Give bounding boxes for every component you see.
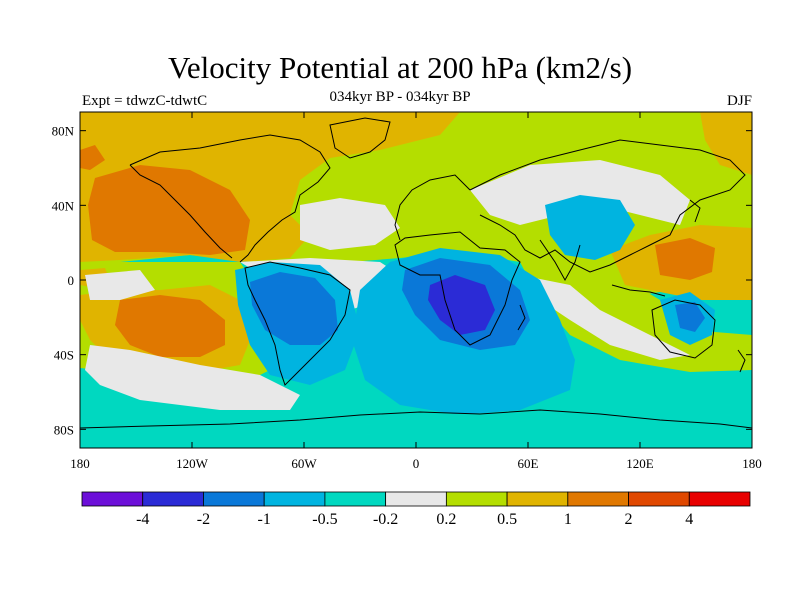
colorbar-label: -0.2 — [373, 511, 398, 528]
coast-india — [539, 239, 581, 282]
fill-orange-west-pacific — [655, 238, 715, 280]
y-tick-label: 40N — [52, 198, 75, 213]
colorbar-swatch — [688, 491, 751, 507]
coast-antarctica — [80, 409, 752, 429]
season-label: DJF — [726, 93, 752, 109]
colorbar-label: -1 — [258, 511, 271, 528]
coast-europe — [394, 174, 471, 241]
colorbar-label: 1 — [564, 511, 572, 528]
x-tick-label: 120W — [176, 456, 209, 471]
fill-lightblue-asia — [545, 195, 635, 260]
colorbar-swatch — [445, 491, 508, 507]
x-tick-label: 0 — [413, 456, 420, 471]
fill-grey-atlantic — [300, 198, 400, 250]
fill-blue-australia — [675, 302, 705, 332]
fill-green-indian — [520, 262, 752, 372]
fill-darkblue-africa — [428, 275, 495, 335]
colorbar-swatch — [263, 491, 326, 507]
coast-new-zealand — [737, 349, 746, 373]
y-tick-label: 80N — [52, 124, 75, 139]
fill-grey-asia — [470, 160, 690, 225]
colorbar-swatch — [567, 491, 629, 507]
colorbar-swatch — [203, 491, 265, 507]
colorbar-label: -4 — [136, 511, 149, 528]
colorbar-swatch — [81, 491, 144, 507]
experiment-label: Expt = tdwzC-tdwtC — [82, 93, 208, 109]
fill-orange-north-pacific — [88, 165, 250, 255]
fill-orange-arctic — [80, 145, 105, 170]
x-tick-label: 60E — [518, 456, 539, 471]
colorbar-label: -2 — [197, 511, 210, 528]
coastlines — [80, 117, 752, 429]
coast-greenland — [329, 117, 391, 159]
fill-blue-south-america — [250, 272, 338, 345]
colorbar-swatch — [324, 491, 387, 507]
coast-madagascar — [517, 304, 526, 331]
coast-south-america — [244, 261, 351, 386]
colorbar: -4 -2 -1 -0.5 -0.2 0.2 0.5 1 2 4 — [81, 491, 751, 528]
fill-teal-antarctic — [80, 412, 752, 448]
colorbar-label: 0.2 — [436, 511, 456, 528]
x-tick-label: 60W — [291, 456, 317, 471]
x-tick-label: 120E — [626, 456, 654, 471]
fill-grey-indian — [520, 275, 690, 360]
colorbar-swatch — [142, 491, 204, 507]
x-tick-label: 180 — [70, 456, 90, 471]
colorbar-label: 0.5 — [497, 511, 517, 528]
contour-fill — [80, 112, 752, 448]
x-tick-label: 180 — [742, 456, 762, 471]
axis-ticks: 180 120W 60W 0 60E 120E 180 80N 40N 0 40S 80S — [52, 112, 762, 471]
colorbar-label: 2 — [625, 511, 633, 528]
fill-yellow-ne — [700, 112, 752, 175]
period-label: 034kyr BP - 034kyr BP — [329, 89, 471, 105]
coast-north-america — [129, 134, 331, 263]
coast-asia — [469, 139, 746, 273]
chart-title: Velocity Potential at 200 hPa (km2/s) — [167, 50, 633, 85]
y-tick-label: 80S — [54, 422, 74, 437]
colorbar-label: 4 — [685, 511, 693, 528]
fill-orange-south-pacific — [115, 295, 225, 357]
colorbar-swatch — [628, 491, 690, 507]
coast-north-america-west — [129, 164, 233, 259]
fill-grey-southern-ocean — [85, 345, 300, 410]
coast-indonesia — [611, 284, 666, 297]
coast-africa — [394, 231, 521, 346]
y-tick-label: 0 — [68, 273, 75, 288]
colorbar-swatch — [385, 491, 447, 507]
colorbar-swatch — [506, 491, 569, 507]
coast-japan — [689, 199, 701, 223]
y-tick-label: 40S — [54, 348, 74, 363]
coast-australia — [651, 299, 716, 359]
colorbar-label: -0.5 — [312, 511, 337, 528]
fill-grey-tropical-pacific — [85, 270, 155, 300]
